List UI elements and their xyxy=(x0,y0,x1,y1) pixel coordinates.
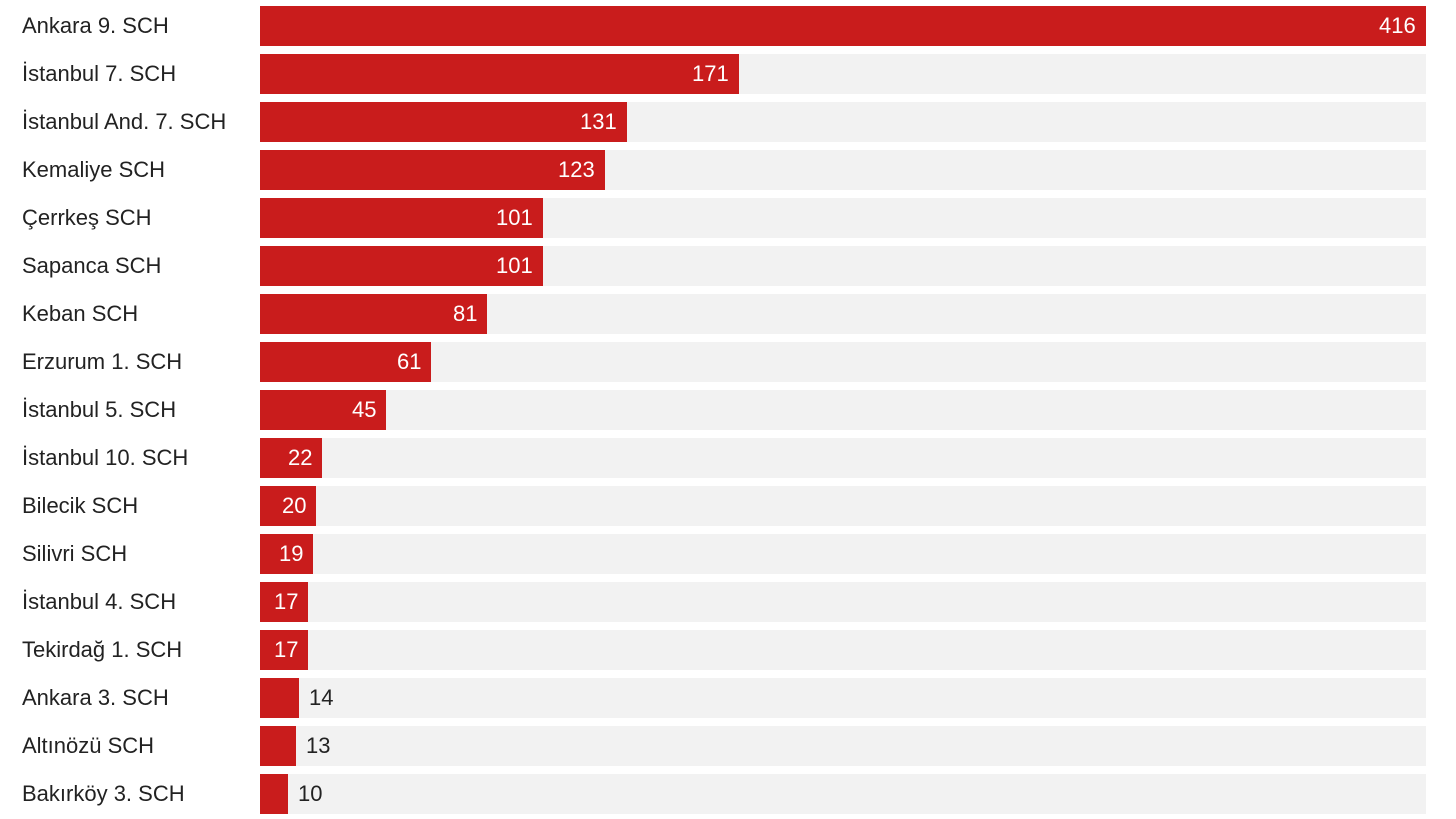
bar xyxy=(260,150,605,190)
bar xyxy=(260,630,308,670)
bar-row: Tekirdağ 1. SCH 17 xyxy=(0,630,1456,670)
bar xyxy=(260,534,313,574)
bar xyxy=(260,486,316,526)
bar xyxy=(260,390,386,430)
bar-row: Altınözü SCH 13 xyxy=(0,726,1456,766)
value-label: 171 xyxy=(692,61,729,86)
bar-row: Ankara 3. SCH 14 xyxy=(0,678,1456,718)
bar xyxy=(260,54,739,94)
bar-row: İstanbul 5. SCH 45 xyxy=(0,390,1456,430)
bar xyxy=(260,438,322,478)
category-label: Silivri SCH xyxy=(22,541,128,566)
bar-row: İstanbul 7. SCH 171 xyxy=(0,54,1456,94)
category-label: Altınözü SCH xyxy=(22,733,155,758)
bar xyxy=(260,342,431,382)
category-label: Çerrkeş SCH xyxy=(22,205,152,230)
bar-track xyxy=(260,534,1426,574)
category-label: Sapanca SCH xyxy=(22,253,162,278)
bar-row: Çerrkeş SCH 101 xyxy=(0,198,1456,238)
bar-track xyxy=(260,630,1426,670)
value-label: 61 xyxy=(397,349,422,374)
bar xyxy=(260,774,288,814)
bar-track xyxy=(260,438,1426,478)
category-label: İstanbul And. 7. SCH xyxy=(22,109,227,134)
category-label: İstanbul 7. SCH xyxy=(22,61,177,86)
value-label: 131 xyxy=(580,109,617,134)
bar xyxy=(260,294,487,334)
category-label: İstanbul 4. SCH xyxy=(22,589,177,614)
bar xyxy=(260,678,299,718)
value-label: 101 xyxy=(496,205,533,230)
bar-track xyxy=(260,774,1426,814)
category-label: Bilecik SCH xyxy=(22,493,139,518)
value-label: 416 xyxy=(1379,13,1416,38)
value-label: 101 xyxy=(496,253,533,278)
value-label: 19 xyxy=(279,541,304,566)
category-label: Tekirdağ 1. SCH xyxy=(22,637,183,662)
value-label: 10 xyxy=(298,781,323,806)
category-label: Ankara 9. SCH xyxy=(22,13,169,38)
bar-row: Bakırköy 3. SCH 10 xyxy=(0,774,1456,814)
bar-track xyxy=(260,486,1426,526)
bar-row: Erzurum 1. SCH 61 xyxy=(0,342,1456,382)
value-label: 20 xyxy=(282,493,307,518)
category-label: İstanbul 5. SCH xyxy=(22,397,177,422)
value-label: 14 xyxy=(309,685,334,710)
bar xyxy=(260,726,296,766)
bar-track xyxy=(260,342,1426,382)
bar-row: İstanbul And. 7. SCH 131 xyxy=(0,102,1456,142)
value-label: 13 xyxy=(306,733,331,758)
bar-row: Ankara 9. SCH 416 xyxy=(0,6,1456,46)
value-label: 123 xyxy=(558,157,595,182)
bar xyxy=(260,246,543,286)
bar-row: Bilecik SCH 20 xyxy=(0,486,1456,526)
category-label: Ankara 3. SCH xyxy=(22,685,169,710)
bar xyxy=(260,582,308,622)
category-label: Kemaliye SCH xyxy=(22,157,166,182)
bar-track xyxy=(260,726,1426,766)
value-label: 22 xyxy=(288,445,313,470)
bar-track xyxy=(260,582,1426,622)
value-label: 45 xyxy=(352,397,377,422)
bar-row: Keban SCH 81 xyxy=(0,294,1456,334)
category-label: Erzurum 1. SCH xyxy=(22,349,183,374)
category-label: İstanbul 10. SCH xyxy=(22,445,189,470)
value-label: 17 xyxy=(274,589,299,614)
value-label: 81 xyxy=(453,301,478,326)
bar-row: İstanbul 10. SCH 22 xyxy=(0,438,1456,478)
bar-row: Sapanca SCH 101 xyxy=(0,246,1456,286)
bar-row: Silivri SCH 19 xyxy=(0,534,1456,574)
bar-track xyxy=(260,390,1426,430)
bar-track xyxy=(260,678,1426,718)
bar xyxy=(260,102,627,142)
bar xyxy=(260,198,543,238)
category-label: Bakırköy 3. SCH xyxy=(22,781,185,806)
category-label: Keban SCH xyxy=(22,301,139,326)
value-label: 17 xyxy=(274,637,299,662)
bar xyxy=(260,6,1426,46)
bar-row: İstanbul 4. SCH 17 xyxy=(0,582,1456,622)
bar-row: Kemaliye SCH 123 xyxy=(0,150,1456,190)
